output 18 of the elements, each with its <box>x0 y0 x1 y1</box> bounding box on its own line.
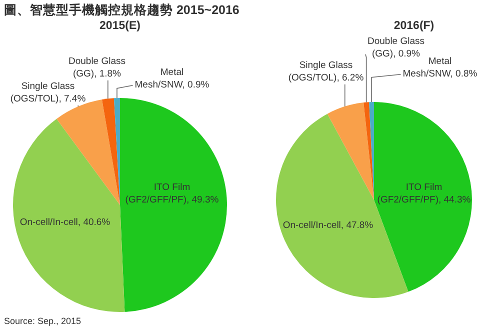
pie-slice <box>364 102 374 200</box>
source-note: Source: Sep., 2015 <box>4 316 82 326</box>
chart-subtitle: 2015(E) <box>100 20 141 32</box>
chart-title: 圖、智慧型手機觸控規格趨勢 2015~2016 <box>4 2 240 17</box>
slice-label: On-cell/In-cell, 40.6% <box>20 217 111 228</box>
slice-label: Single Glass (OGS/TOL), 7.4% <box>10 81 86 104</box>
pie-slice <box>327 102 374 200</box>
slice-label: Double Glass (GG), 1.8% <box>68 56 126 80</box>
pie-slice <box>120 98 227 312</box>
slice-label: ITO Film (GF2/GFF/PF), 44.3% <box>377 182 472 206</box>
pie-slice <box>102 98 120 205</box>
slice-label: On-cell/In-cell, 47.8% <box>282 220 374 231</box>
chart-subtitle: 2016(F) <box>394 20 434 32</box>
pie-slice <box>13 118 125 312</box>
pie-slice <box>374 102 472 292</box>
slice-label: Single Glass (OGS/TOL), 6.2% <box>288 60 364 84</box>
slice-label: Metal Mesh/SNW, 0.9% <box>134 67 210 90</box>
slice-label: ITO Film (GF2/GFF/PF), 49.3% <box>125 182 220 206</box>
